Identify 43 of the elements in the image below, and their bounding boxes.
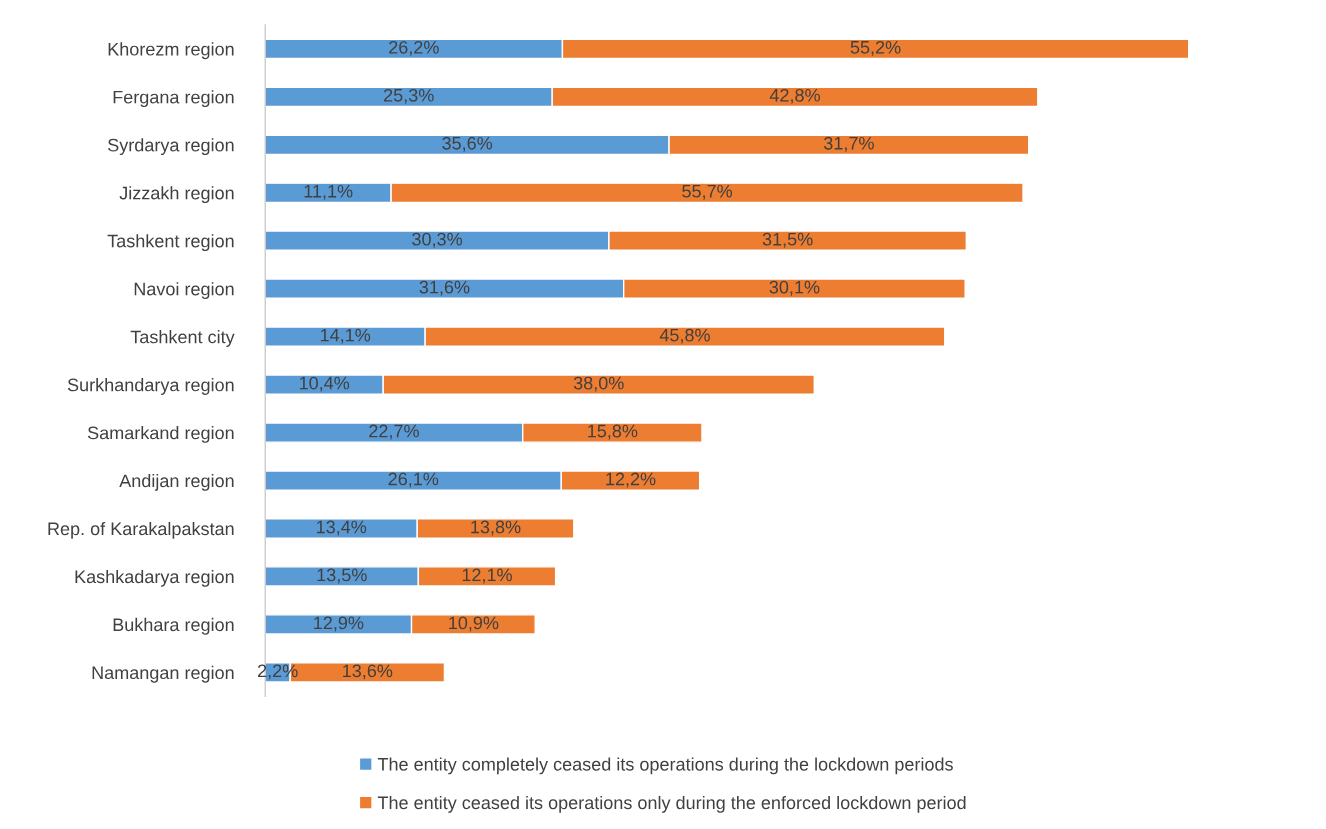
legend-label: The entity completely ceased its operations during the lockdown periods	[377, 757, 953, 775]
y-tick-label: Rep. of Karakalpakstan	[48, 521, 234, 539]
data-label: 13,6%	[343, 664, 393, 680]
data-label: 45,8%	[659, 328, 710, 344]
data-label: 31,7%	[823, 136, 874, 152]
data-label: 55,2%	[850, 40, 901, 56]
y-tick-label: Fergana region	[113, 90, 234, 108]
data-label: 14,1%	[320, 328, 371, 344]
data-label: 15,8%	[588, 424, 638, 440]
y-tick-label: Andijan region	[119, 473, 234, 491]
data-label: 38,0%	[573, 376, 624, 392]
legend-label: The entity ceased its operations only during the enforced lockdown period	[377, 795, 966, 813]
data-label: 30,1%	[769, 280, 820, 296]
y-tick-label: Khorezm region	[108, 42, 234, 60]
data-label: 26,1%	[388, 472, 439, 488]
data-label: 35,6%	[442, 136, 493, 152]
y-tick-label: Bukhara region	[113, 617, 234, 635]
data-label: 31,6%	[419, 280, 470, 296]
data-label: 12,1%	[462, 568, 512, 584]
data-label: 10,9%	[449, 616, 499, 632]
data-label: 13,5%	[317, 568, 367, 584]
data-label: 11,1%	[304, 184, 353, 200]
data-label: 13,4%	[316, 520, 367, 536]
y-tick-label: Navoi region	[134, 282, 234, 299]
data-label: 31,5%	[762, 232, 813, 248]
data-label: 25,3%	[384, 88, 434, 104]
y-tick-label: Kashkadarya region	[75, 569, 234, 587]
data-label: 13,8%	[471, 520, 521, 536]
data-label: 42,8%	[769, 88, 820, 104]
data-label: 12,2%	[606, 472, 656, 488]
data-label: 26,2%	[389, 40, 439, 56]
data-label: 22,7%	[369, 424, 419, 440]
y-tick-label: Namangan region	[92, 665, 234, 683]
y-tick-label: Syrdarya region	[108, 138, 234, 156]
data-label: 55,7%	[682, 184, 733, 200]
y-tick-label: Jizzakh region	[119, 186, 234, 204]
y-tick-label: Samarkand region	[87, 426, 234, 443]
data-label: 30,3%	[412, 232, 463, 248]
data-label: 10,4%	[299, 376, 350, 392]
data-label: 12,9%	[314, 616, 364, 632]
y-tick-label: Tashkent region	[107, 234, 234, 251]
y-tick-label: Tashkent city	[130, 330, 235, 347]
y-tick-label: Surkhandarya region	[67, 378, 234, 395]
